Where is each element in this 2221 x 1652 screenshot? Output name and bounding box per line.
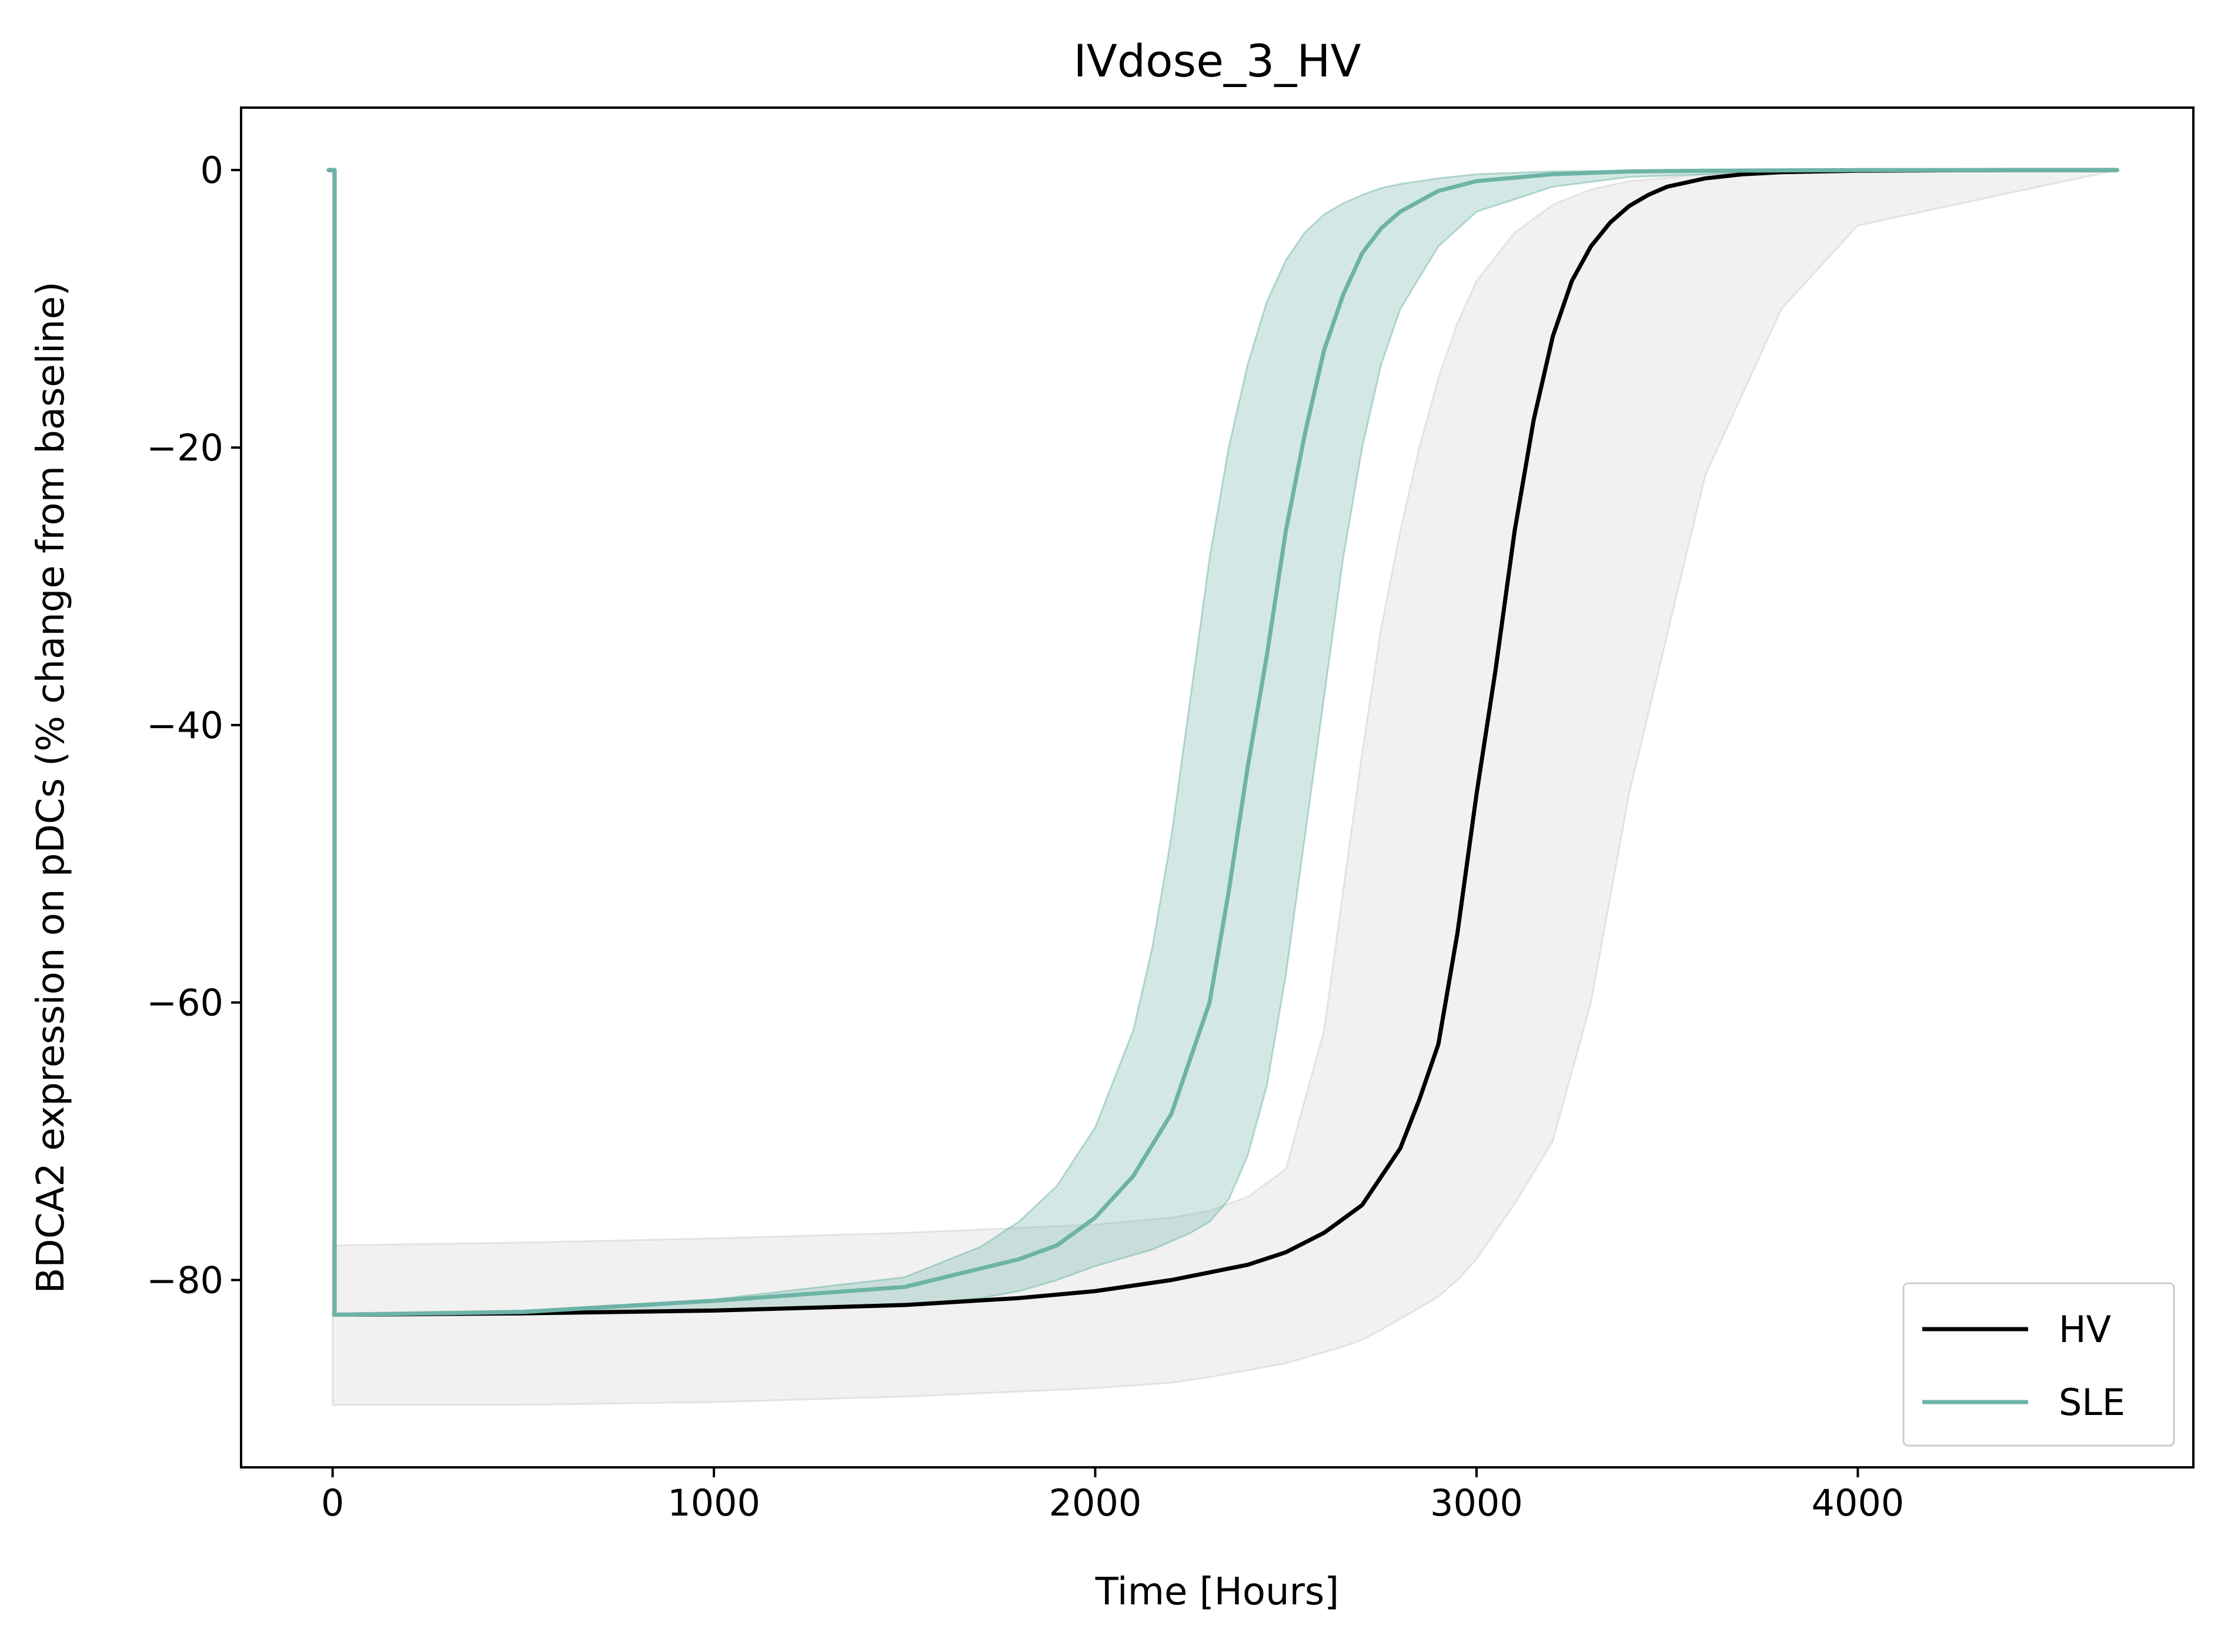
x-axis-ticks: 0 1000 2000 3000 4000 [321,1467,1904,1524]
legend-box [1902,1282,2175,1447]
series-line-hv [326,168,2119,1317]
y-tick-label: −40 [146,704,223,747]
y-tick-label: −80 [146,1259,223,1302]
x-tick-label: 4000 [1811,1481,1904,1524]
legend-label-sle: SLE [2059,1381,2125,1424]
legend-label-hv: HV [2059,1308,2111,1351]
y-axis-label: BDCA2 expression on pDCs (% change from … [29,282,73,1294]
x-tick-label: 3000 [1430,1481,1523,1524]
legend: HV SLE [1902,1282,2175,1447]
x-tick-label: 1000 [667,1481,760,1524]
plot-area-frame [240,106,2195,1469]
series-line-sle [326,168,2119,1317]
series-lines [326,168,2119,1317]
chart-title: IVdose_3_HV [1074,35,1361,87]
y-axis-ticks: 0 −20 −40 −60 −80 [146,149,241,1302]
x-tick-label: 2000 [1049,1481,1142,1524]
x-axis-label: Time [Hours] [1095,1570,1339,1614]
y-tick-label: 0 [201,149,223,192]
y-tick-label: −60 [146,982,223,1024]
y-tick-label: −20 [146,426,223,469]
confidence-band-0 [332,169,2118,1406]
x-tick-label: 0 [321,1481,344,1524]
